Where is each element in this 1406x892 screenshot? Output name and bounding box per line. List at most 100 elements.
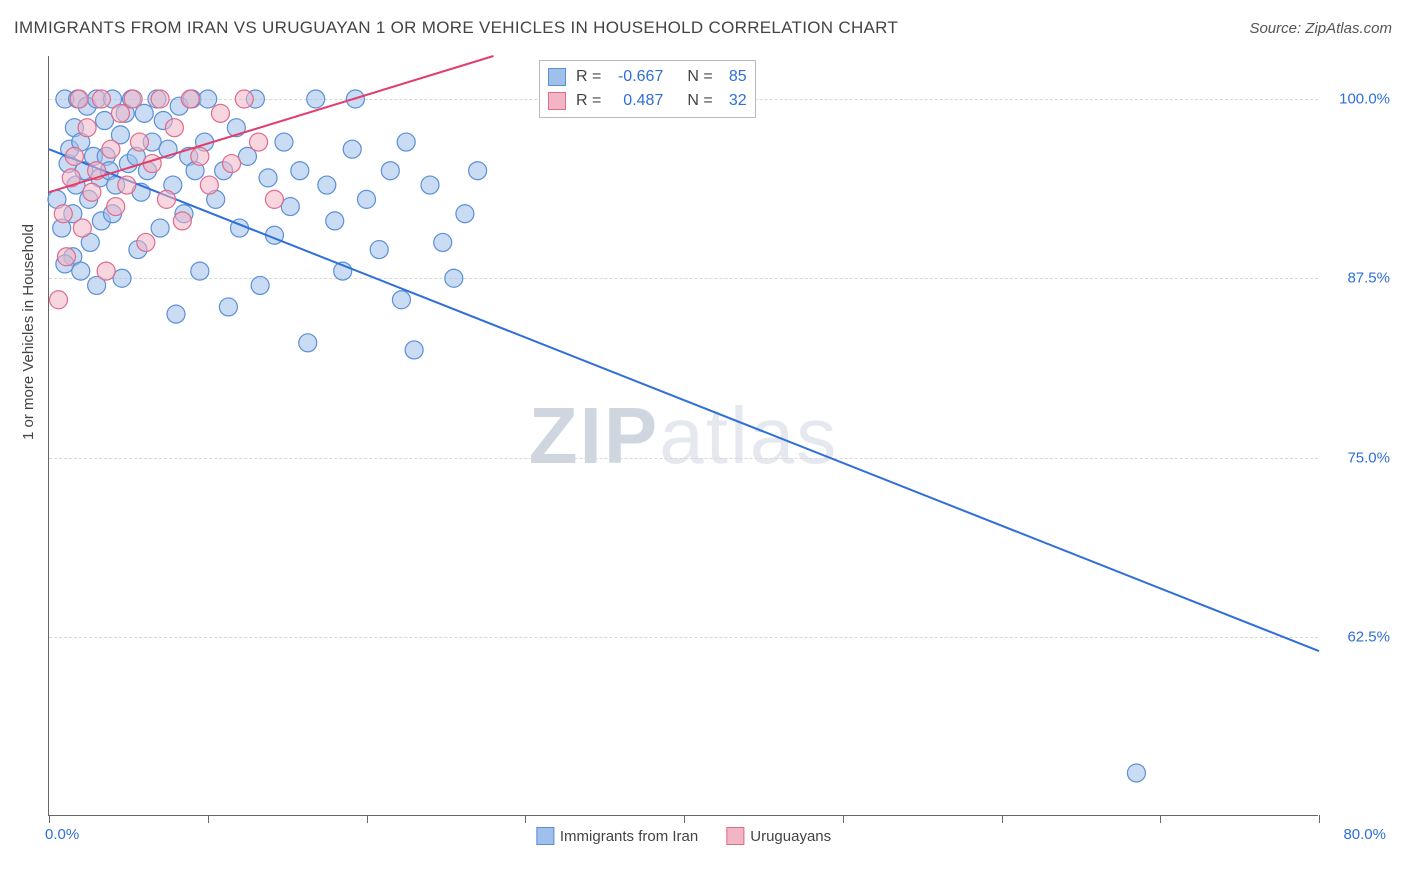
legend-swatch bbox=[536, 827, 554, 845]
stats-r-value: 0.487 bbox=[607, 89, 663, 113]
scatter-plot-svg bbox=[49, 56, 1318, 815]
scatter-point bbox=[1127, 764, 1145, 782]
scatter-point bbox=[191, 262, 209, 280]
scatter-point bbox=[181, 90, 199, 108]
scatter-point bbox=[92, 90, 110, 108]
scatter-point bbox=[469, 162, 487, 180]
scatter-point bbox=[211, 104, 229, 122]
scatter-point bbox=[57, 248, 75, 266]
scatter-point bbox=[165, 119, 183, 137]
scatter-point bbox=[73, 219, 91, 237]
scatter-point bbox=[343, 140, 361, 158]
scatter-point bbox=[223, 155, 241, 173]
scatter-point bbox=[83, 183, 101, 201]
scatter-point bbox=[118, 176, 136, 194]
scatter-point bbox=[65, 147, 83, 165]
x-tick bbox=[1319, 815, 1320, 823]
scatter-point bbox=[405, 341, 423, 359]
x-tick bbox=[1160, 815, 1161, 823]
scatter-point bbox=[199, 90, 217, 108]
y-tick-label: 100.0% bbox=[1339, 91, 1390, 108]
scatter-point bbox=[113, 269, 131, 287]
y-axis-label: 1 or more Vehicles in Household bbox=[20, 224, 37, 440]
x-max-label: 80.0% bbox=[1343, 826, 1386, 843]
x-tick bbox=[843, 815, 844, 823]
scatter-point bbox=[70, 90, 88, 108]
stats-row: R =0.487 N = 32 bbox=[548, 89, 747, 113]
bottom-legend: Immigrants from Iran Uruguayans bbox=[536, 827, 831, 845]
trend-line bbox=[49, 149, 1319, 651]
x-tick bbox=[49, 815, 50, 823]
scatter-point bbox=[54, 205, 72, 223]
y-tick-label: 62.5% bbox=[1347, 628, 1390, 645]
scatter-point bbox=[102, 140, 120, 158]
scatter-point bbox=[78, 119, 96, 137]
legend-label: Immigrants from Iran bbox=[560, 828, 698, 845]
scatter-point bbox=[97, 262, 115, 280]
x-tick bbox=[525, 815, 526, 823]
scatter-point bbox=[326, 212, 344, 230]
scatter-point bbox=[445, 269, 463, 287]
scatter-point bbox=[358, 190, 376, 208]
scatter-point bbox=[151, 90, 169, 108]
x-tick bbox=[684, 815, 685, 823]
scatter-point bbox=[251, 276, 269, 294]
scatter-point bbox=[200, 176, 218, 194]
chart-source: Source: ZipAtlas.com bbox=[1249, 20, 1392, 37]
scatter-point bbox=[72, 262, 90, 280]
legend-label: Uruguayans bbox=[750, 828, 831, 845]
scatter-point bbox=[124, 90, 142, 108]
scatter-point bbox=[421, 176, 439, 194]
x-min-label: 0.0% bbox=[45, 826, 79, 843]
scatter-point bbox=[299, 334, 317, 352]
scatter-point bbox=[173, 212, 191, 230]
stats-n-value: 32 bbox=[719, 89, 747, 113]
legend-item: Immigrants from Iran bbox=[536, 827, 698, 845]
stats-row: R =-0.667 N = 85 bbox=[548, 65, 747, 89]
scatter-point bbox=[219, 298, 237, 316]
y-tick-label: 75.0% bbox=[1347, 449, 1390, 466]
stats-n-label: N = bbox=[687, 89, 712, 113]
scatter-point bbox=[157, 190, 175, 208]
correlation-stats-box: R =-0.667 N = 85 R =0.487 N = 32 bbox=[539, 60, 756, 118]
scatter-point bbox=[291, 162, 309, 180]
scatter-point bbox=[50, 291, 68, 309]
stats-swatch bbox=[548, 68, 566, 86]
scatter-point bbox=[281, 198, 299, 216]
scatter-point bbox=[130, 133, 148, 151]
chart-area: ZIPatlas 62.5%75.0%87.5%100.0% 0.0% 80.0… bbox=[48, 56, 1318, 816]
scatter-point bbox=[456, 205, 474, 223]
legend-swatch bbox=[726, 827, 744, 845]
scatter-point bbox=[392, 291, 410, 309]
x-tick bbox=[1002, 815, 1003, 823]
scatter-point bbox=[235, 90, 253, 108]
stats-swatch bbox=[548, 92, 566, 110]
scatter-point bbox=[434, 233, 452, 251]
legend-item: Uruguayans bbox=[726, 827, 831, 845]
stats-r-value: -0.667 bbox=[607, 65, 663, 89]
stats-r-label: R = bbox=[576, 65, 601, 89]
stats-n-value: 85 bbox=[719, 65, 747, 89]
y-tick-label: 87.5% bbox=[1347, 270, 1390, 287]
stats-r-label: R = bbox=[576, 89, 601, 113]
chart-header: IMMIGRANTS FROM IRAN VS URUGUAYAN 1 OR M… bbox=[14, 18, 1392, 38]
scatter-point bbox=[307, 90, 325, 108]
scatter-point bbox=[370, 241, 388, 259]
scatter-point bbox=[191, 147, 209, 165]
scatter-point bbox=[107, 198, 125, 216]
x-tick bbox=[208, 815, 209, 823]
scatter-point bbox=[250, 133, 268, 151]
scatter-point bbox=[397, 133, 415, 151]
scatter-point bbox=[318, 176, 336, 194]
scatter-point bbox=[265, 190, 283, 208]
stats-n-label: N = bbox=[687, 65, 712, 89]
chart-title: IMMIGRANTS FROM IRAN VS URUGUAYAN 1 OR M… bbox=[14, 18, 898, 38]
scatter-point bbox=[381, 162, 399, 180]
scatter-point bbox=[137, 233, 155, 251]
scatter-point bbox=[96, 112, 114, 130]
scatter-point bbox=[259, 169, 277, 187]
scatter-point bbox=[275, 133, 293, 151]
scatter-point bbox=[167, 305, 185, 323]
scatter-point bbox=[151, 219, 169, 237]
scatter-point bbox=[111, 104, 129, 122]
